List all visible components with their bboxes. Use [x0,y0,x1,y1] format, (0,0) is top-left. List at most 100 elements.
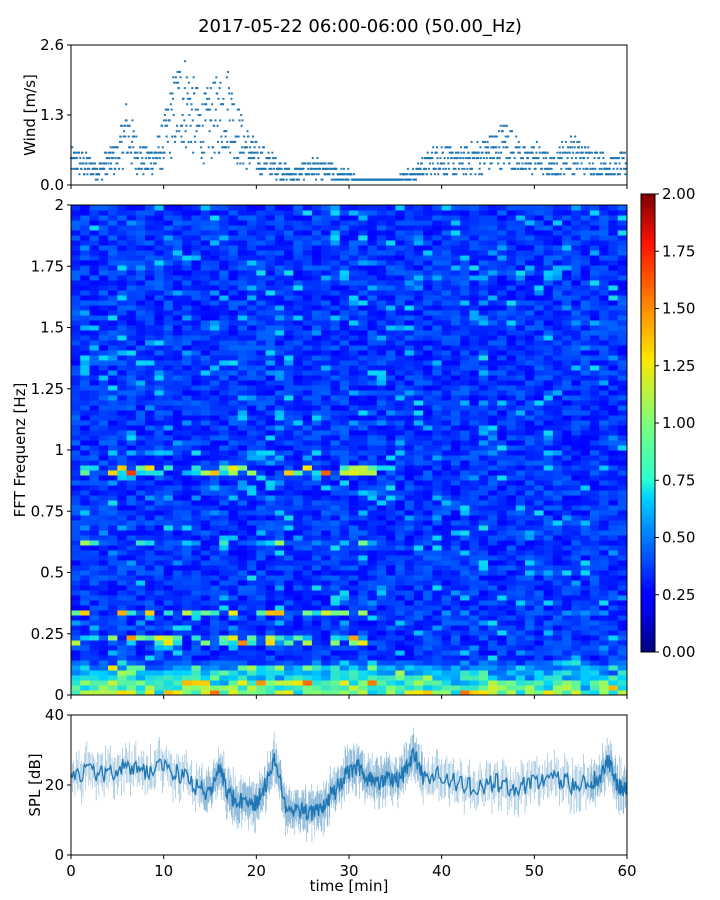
spectrogram-cell [265,570,276,576]
wind-point [592,167,595,170]
spectrogram-cell [376,675,387,681]
spectrogram-cell [98,445,109,451]
spectrogram-cell [80,385,91,391]
spectrogram-cell [293,380,304,386]
spectrogram-cell [154,565,165,571]
spectrogram-cell [256,360,267,366]
wind-point [249,146,252,149]
spectrogram-cell [404,630,415,636]
spectrogram-cell [71,260,81,266]
wind-point [132,146,135,149]
spectrogram-cell [71,585,81,591]
spectrogram-cell [200,275,211,281]
spectrogram-cell [237,315,248,321]
wind-point [484,140,487,143]
spectrogram-cell [293,450,304,456]
spectrogram-cell [367,620,378,626]
wind-point [275,173,278,176]
wind-point [517,151,520,154]
wind-point [462,173,465,176]
spectrogram-cell [135,245,146,251]
spectrogram-cell [358,635,369,641]
spectrogram-cell [191,680,202,686]
spectrogram-cell [321,450,331,456]
spectrogram-cell [256,335,267,341]
spectrogram-cell [135,485,146,491]
spectrogram-cell [200,600,211,606]
spectrogram-cell [126,495,137,501]
spectrogram-cell [219,500,230,506]
spectrogram-cell [98,295,109,301]
spectrogram-cell [413,635,424,641]
wind-point [260,167,263,170]
spectrogram-cell [413,680,424,686]
wind-point [236,108,239,111]
spectrogram-cell [247,685,257,691]
spectrogram-cell [126,520,137,526]
spectrogram-cell [80,600,91,606]
spectrogram-cell [330,250,341,256]
wind-point [216,124,219,127]
spectrogram-cell [376,320,387,326]
spectrogram-cell [395,575,406,581]
spectrogram-cell [200,595,211,601]
wind-point [162,157,165,160]
spectrogram-cell [302,430,313,436]
spectrogram-cell [256,495,267,501]
spectrogram-cell [274,520,285,526]
spectrogram-cell [80,210,91,216]
wind-point [230,92,233,95]
spectrogram-cell [117,445,128,451]
spectrogram-cell [98,285,109,291]
spectrogram-cell [358,625,369,631]
spectrogram-cell [135,250,146,256]
spectrogram-cell [321,670,331,676]
spectrogram-cell [108,255,118,261]
spectrogram-cell [302,280,313,286]
spectrogram-cell [145,525,155,531]
spectrogram-cell [182,615,192,621]
spectrogram-cell [386,540,396,546]
spectrogram-cell [386,555,396,561]
spectrogram-cell [89,485,100,491]
wind-point [559,173,562,176]
wind-point [347,167,350,170]
spectrogram-cell [200,255,211,261]
spectrogram-cell [172,215,183,221]
spectrogram-cell [71,545,81,551]
wind-point [292,173,295,176]
spectrogram-cell [284,390,294,396]
spectrogram-cell [80,560,91,566]
spectrogram-cell [321,205,331,211]
spectrogram-cell [284,685,294,691]
spectrogram-cell [172,525,183,531]
spectrogram-cell [256,305,267,311]
spectrogram-cell [145,265,155,271]
spectrogram-cell [154,275,165,281]
spectrogram-cell [302,485,313,491]
spectrogram-cell [376,630,387,636]
spectrogram-cell [339,415,350,421]
spectrogram-cell [311,605,322,611]
spectrogram-cell [284,450,294,456]
spectrogram-cell [265,310,276,316]
spectrogram-cell [367,575,378,581]
spectrogram-cell [376,635,387,641]
spectrogram-cell [284,675,294,681]
spectrogram-cell [265,355,276,361]
spectrogram-cell [163,295,174,301]
spectrogram-cell [191,560,202,566]
spectrogram-cell [210,390,220,396]
spectrogram-cell [293,570,304,576]
spectrogram-cell [98,225,109,231]
spectrogram-cell [71,600,81,606]
spectrogram-cell [358,280,369,286]
spectrogram-cell [311,470,322,476]
spectrogram-cell [200,515,211,521]
spectrogram-cell [376,475,387,481]
spectrogram-cell [228,450,239,456]
spectrogram-cell [89,290,100,296]
spectrogram-cell [154,510,165,516]
spectrogram-cell [395,690,406,696]
spectrogram-cell [182,650,192,656]
